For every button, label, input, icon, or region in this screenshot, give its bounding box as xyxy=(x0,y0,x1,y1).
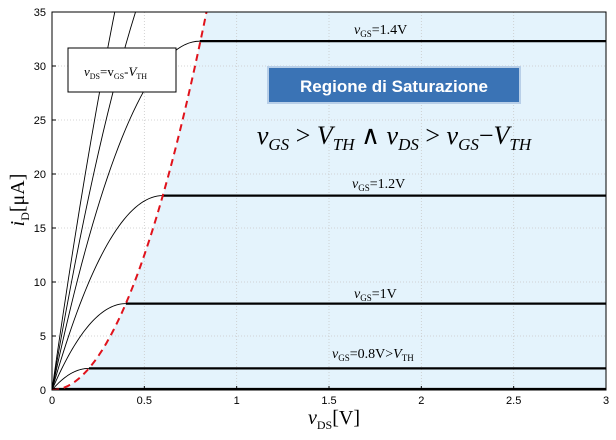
saturation-boundary-curve xyxy=(52,12,208,390)
boundary-equation-label: vDS=vGS-VTH xyxy=(84,64,147,81)
y-tick-label-0: 0 xyxy=(40,385,46,397)
vgs-label-main-2: v xyxy=(352,177,359,192)
formula-part-1: GS xyxy=(268,135,289,154)
y-tick-label-3: 15 xyxy=(34,223,46,235)
y-axis-label-main: i xyxy=(7,221,29,227)
vgs-label-1: vGS=1V xyxy=(354,287,397,303)
formula-part-12: V xyxy=(494,121,513,150)
saturation-annotation: Regione di Saturazione xyxy=(267,66,521,104)
x-tick-label-4: 2 xyxy=(418,395,424,407)
x-axis-ticks: 0 0.5 1 1.5 2 2.5 3 xyxy=(49,386,609,407)
y-tick-label-1: 5 xyxy=(40,331,46,343)
curve-triode-4 xyxy=(52,12,137,390)
vgs-label-sub-2: GS xyxy=(358,183,370,193)
y-axis-label-unit: [μA] xyxy=(7,174,29,213)
formula-part-7: DS xyxy=(397,135,419,154)
formula-part-6: v xyxy=(387,121,399,150)
x-tick-label-2: 1 xyxy=(234,395,240,407)
y-tick-label-2: 10 xyxy=(34,277,46,289)
boundary-label-v: v xyxy=(84,64,90,79)
vgs-label-main-1: v xyxy=(354,287,361,302)
boundary-equation-box-frame xyxy=(67,47,177,93)
formula-part-0: v xyxy=(257,121,269,150)
vgs-label-value-3: =1.4V xyxy=(372,23,408,38)
vgs-label-vth-sub: TH xyxy=(402,353,414,363)
x-tick-label-1: 0.5 xyxy=(137,395,152,407)
vgs-label-2: vGS=1.2V xyxy=(352,177,405,193)
boundary-label-minus: - xyxy=(124,64,128,79)
y-tick-label-7: 35 xyxy=(34,7,46,19)
saturation-label-text: Regione di Saturazione xyxy=(300,77,488,96)
curve-triode-5 xyxy=(52,12,116,390)
boundary-label-gs: GS xyxy=(114,72,124,81)
formula-part-9: v xyxy=(447,121,459,150)
vgs-label-sub-3: GS xyxy=(360,29,372,39)
y-tick-label-6: 30 xyxy=(34,61,46,73)
curve-triode-0 xyxy=(52,367,89,390)
boundary-label-vth: V xyxy=(128,64,138,79)
x-axis-label-unit: [V] xyxy=(332,407,360,429)
x-tick-label-6: 3 xyxy=(603,395,609,407)
vgs-label-value-2: =1.2V xyxy=(370,177,406,192)
vgs-label-value-0: =0.8V> xyxy=(350,347,394,362)
boundary-label-eq: =v xyxy=(100,64,114,79)
y-tick-label-5: 25 xyxy=(34,115,46,127)
formula-part-11: − xyxy=(479,121,494,150)
vgs-label-vth: V xyxy=(393,347,403,362)
formula-part-4: TH xyxy=(333,135,356,154)
formula-part-13: TH xyxy=(509,135,532,154)
vgs-label-0: vGS=0.8V>VTH xyxy=(332,347,414,363)
boundary-label-ds: DS xyxy=(90,72,100,81)
saturation-condition-formula: vGS > VTH ∧ vDS > vGS−VTH xyxy=(257,121,533,154)
x-tick-label-5: 2.5 xyxy=(506,395,521,407)
formula-part-5: ∧ xyxy=(354,121,386,150)
curve-triode-1 xyxy=(52,303,126,390)
x-axis-label-main: v xyxy=(308,407,317,429)
x-tick-label-3: 1.5 xyxy=(321,395,336,407)
formula-part-10: GS xyxy=(458,135,479,154)
vgs-label-3: vGS=1.4V xyxy=(354,23,407,39)
vgs-label-main-0: v xyxy=(332,347,339,362)
y-tick-label-4: 20 xyxy=(34,169,46,181)
x-tick-label-0: 0 xyxy=(49,395,55,407)
x-axis-label-sub: DS xyxy=(317,418,332,432)
formula-part-3: V xyxy=(317,121,336,150)
formula-part-8: > xyxy=(419,121,447,150)
y-axis-label-sub: D xyxy=(18,212,32,221)
boundary-label-th: TH xyxy=(136,72,147,81)
y-axis-ticks: 0 5 10 15 20 25 30 35 xyxy=(34,7,56,397)
curve-triode-2 xyxy=(52,195,163,390)
y-axis-label: iD[μA] xyxy=(7,174,32,227)
vgs-label-sub-1: GS xyxy=(360,293,372,303)
formula-part-2: > xyxy=(289,121,317,150)
vgs-label-main-3: v xyxy=(354,23,361,38)
saturation-label-box xyxy=(267,66,521,104)
vgs-label-sub-0: GS xyxy=(338,353,350,363)
x-axis-label: vDS[V] xyxy=(308,407,360,432)
boundary-equation-box: vDS=vGS-VTH xyxy=(67,47,177,93)
vgs-label-value-1: =1V xyxy=(372,287,397,302)
